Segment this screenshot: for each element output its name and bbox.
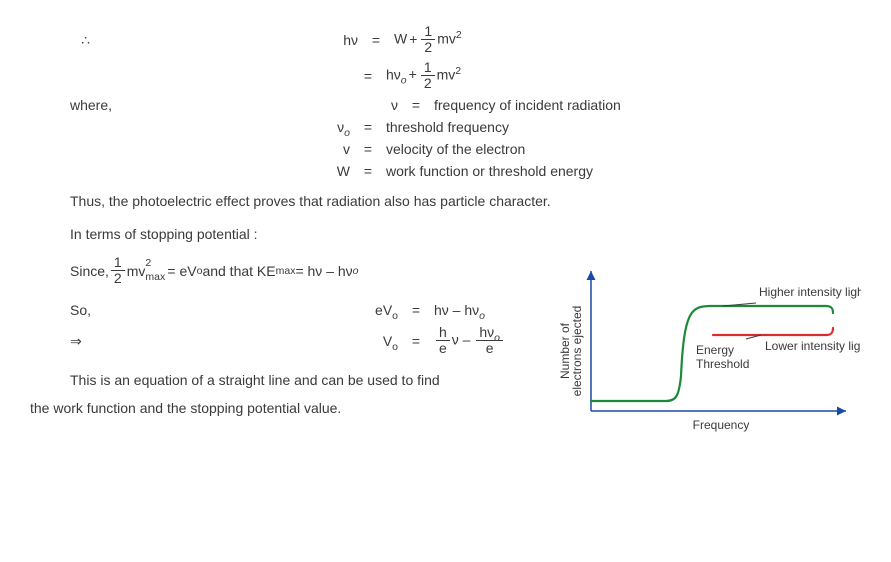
equals: = — [358, 67, 378, 85]
since-line: Since, 12mv2max = eVo and that KEmax = h… — [70, 255, 551, 287]
svg-text:Lower intensity light: Lower intensity light — [765, 339, 861, 353]
implies-line: ⇒ Vo = heν – hνoe — [30, 325, 551, 357]
eq1-rhs: W+12mv2 — [386, 24, 462, 56]
therefore-symbol: ∴ — [30, 31, 98, 49]
svg-text:Energy: Energy — [696, 343, 734, 357]
paragraph-1: Thus, the photoelectric effect proves th… — [70, 190, 861, 212]
photoelectric-chart: Number ofelectrons ejectedFrequencyEnerg… — [551, 251, 861, 451]
paragraph-3b: the work function and the stopping poten… — [30, 397, 551, 419]
def-row-w: W = work function or threshold energy — [30, 162, 861, 180]
eq1-lhs: hν — [98, 31, 366, 49]
paragraph-3a: This is an equation of a straight line a… — [70, 369, 551, 391]
def-row-nu: where, ν = frequency of incident radiati… — [30, 96, 861, 114]
def-row-nu0: νo = threshold frequency — [30, 118, 861, 136]
def-row-v: v = velocity of the electron — [30, 140, 861, 158]
svg-text:Threshold: Threshold — [696, 357, 749, 371]
svg-text:Higher intensity light: Higher intensity light — [759, 285, 861, 299]
svg-text:Frequency: Frequency — [693, 418, 750, 432]
svg-text:electrons ejected: electrons ejected — [570, 306, 584, 397]
eq2-rhs: hνo+12mv2 — [378, 60, 461, 92]
equals: = — [366, 31, 386, 49]
equation-2: = hνo+12mv2 — [30, 60, 861, 92]
paragraph-2: In terms of stopping potential : — [70, 223, 861, 245]
so-line: So, eVo = hν – hνo — [30, 301, 551, 319]
equation-1: ∴ hν = W+12mv2 — [30, 24, 861, 56]
where-label: where, — [30, 96, 168, 114]
